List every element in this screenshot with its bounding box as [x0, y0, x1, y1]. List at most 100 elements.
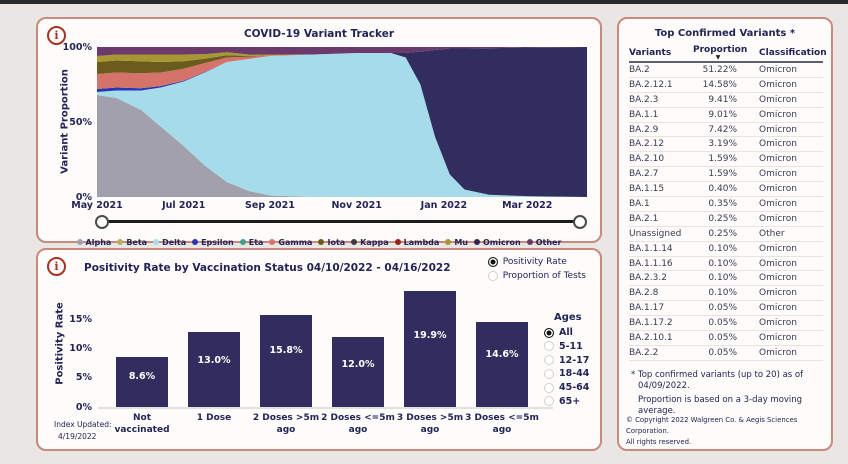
view-option-positivity-rate[interactable]: Positivity Rate [487, 257, 586, 267]
classification-cell: Omicron [759, 184, 798, 195]
table-row: BA.1.1.16 0.10% Omicron [629, 257, 823, 272]
radio-icon[interactable] [544, 368, 554, 379]
column-header-proportion-label: Proportion [693, 45, 748, 55]
age-option-12-17[interactable]: 12-17 [544, 355, 602, 366]
x-tick-label: May 2021 [71, 200, 123, 211]
bar-value-label: 12.0% [341, 358, 375, 370]
legend-label: Omicron [482, 237, 521, 247]
slider-track[interactable] [101, 220, 581, 223]
variant-chart-title: COVID-19 Variant Tracker [243, 28, 395, 40]
classification-cell: Omicron [759, 94, 798, 105]
radio-icon[interactable] [544, 355, 554, 366]
age-option-5-11[interactable]: 5-11 [544, 341, 602, 352]
legend-dot-icon [394, 239, 401, 245]
proportion-cell: 0.25% [708, 213, 737, 224]
area-delta [97, 53, 587, 197]
proportion-cell: 9.01% [708, 109, 737, 120]
table-row: BA.1.1 9.01% Omicron [629, 108, 823, 123]
legend-label: Eta [248, 237, 264, 247]
age-option-65+[interactable]: 65+ [544, 396, 602, 407]
proportion-cell: 0.05% [708, 318, 737, 329]
area-alpha [97, 95, 587, 197]
radio-icon[interactable] [487, 257, 498, 267]
proportion-cell: 0.10% [708, 273, 737, 284]
slider-handle-right[interactable] [573, 215, 587, 229]
legend-label: Kappa [360, 237, 389, 247]
x-tick-label: Jan 2022 [420, 200, 468, 211]
slider-handle-left[interactable] [95, 215, 109, 229]
age-option-all[interactable]: All [544, 327, 602, 338]
column-header-classification[interactable]: Classification [759, 47, 827, 58]
area-iota [97, 53, 587, 197]
table-row: BA.2.12 3.19% Omicron [629, 137, 823, 153]
table-row: BA.1 0.35% Omicron [629, 197, 823, 212]
legend-item-other: Other [526, 237, 562, 247]
classification-cell: Other [759, 228, 785, 239]
legend-dot-icon [192, 239, 199, 245]
proportion-cell: 0.40% [708, 184, 737, 195]
classification-cell: Omicron [759, 124, 798, 135]
legend-dot-icon [351, 239, 358, 245]
proportion-cell: 0.10% [708, 288, 737, 299]
x-tick-label: Sep 2021 [245, 200, 295, 211]
proportion-cell: 7.42% [708, 124, 737, 135]
variant-cell: BA.1.17 [629, 303, 665, 314]
radio-icon[interactable] [487, 271, 498, 281]
radio-icon[interactable] [544, 382, 554, 393]
bar-value-label: 15.8% [269, 345, 303, 357]
legend-label: Other [535, 237, 562, 247]
time-range-slider[interactable] [95, 215, 587, 229]
classification-cell: Omicron [759, 154, 798, 165]
legend-dot-icon [526, 239, 533, 245]
radio-icon[interactable] [544, 327, 554, 338]
table-row: BA.1.1.14 0.10% Omicron [629, 242, 823, 257]
legend-item-iota: Iota [318, 238, 345, 247]
variant-cell: BA.2.10.1 [629, 332, 673, 343]
radio-label: 18-44 [559, 368, 590, 380]
classification-cell: Omicron [759, 318, 798, 329]
top-strip [0, 0, 848, 4]
radio-label: 65+ [559, 395, 581, 407]
legend-item-mu: Mu [445, 238, 468, 247]
x-category-label: 3 Doses <=5m ago [465, 413, 539, 435]
ages-filter-title: Ages [554, 312, 582, 323]
radio-icon[interactable] [544, 341, 554, 352]
column-header-proportion[interactable]: Proportion ▼ [693, 45, 748, 61]
classification-cell: Omicron [759, 273, 798, 284]
proportion-cell: 0.10% [708, 243, 737, 254]
table-row: Unassigned 0.25% Other [629, 227, 823, 242]
top-variants-panel: Top Confirmed Variants * Variants Propor… [617, 17, 833, 451]
variant-area-svg [97, 47, 587, 197]
classification-cell: Omicron [759, 169, 798, 180]
x-category-label: 2 Doses >5m ago [252, 413, 320, 435]
proportion-cell: 51.22% [702, 64, 737, 75]
y-tick-label: 100% [62, 41, 92, 53]
radio-icon[interactable] [544, 396, 554, 407]
variant-cell: BA.1.1.16 [629, 258, 673, 269]
age-option-45-64[interactable]: 45-64 [544, 382, 602, 393]
info-icon[interactable]: i [47, 26, 66, 45]
x-tick-label: Jul 2021 [162, 200, 206, 211]
column-header-variants[interactable]: Variants [629, 47, 672, 58]
info-icon[interactable]: i [47, 257, 66, 276]
sort-desc-icon: ▼ [715, 54, 721, 61]
variant-cell: BA.1.15 [629, 184, 665, 195]
view-option-proportion-of-tests[interactable]: Proportion of Tests [487, 271, 586, 281]
variant-cell: BA.1.17.2 [629, 318, 673, 329]
y-tick-label: 15% [69, 314, 92, 326]
legend-label: Delta [162, 237, 187, 247]
ages-filter-group: Ages All 5-11 12-17 18-44 45-64 65+ [544, 312, 602, 410]
table-row: BA.2.10 1.59% Omicron [629, 152, 823, 168]
age-option-18-44[interactable]: 18-44 [544, 368, 602, 379]
legend-dot-icon [239, 239, 246, 245]
variant-tracker-panel: i COVID-19 Variant Tracker Variant Propo… [36, 17, 602, 247]
proportion-cell: 0.05% [708, 303, 737, 314]
table-row: BA.2.3 9.41% Omicron [629, 93, 823, 108]
legend-label: Gamma [278, 237, 313, 247]
proportion-cell: 1.59% [708, 154, 737, 165]
x-category-label: 2 Doses <=5m ago [321, 413, 395, 435]
copyright-line-1: © Copyright 2022 Walgreen Co. & Aegis Sc… [626, 416, 798, 436]
table-row: BA.1.17 0.05% Omicron [629, 301, 823, 317]
variant-cell: BA.2 [629, 64, 650, 75]
